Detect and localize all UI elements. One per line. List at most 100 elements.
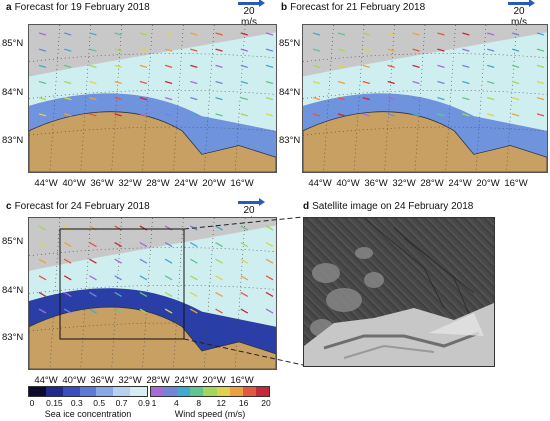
lat-label: 84°N	[2, 285, 24, 296]
wind-vector	[437, 64, 445, 68]
lon-label: 36°W	[90, 375, 114, 386]
wind-vector	[437, 113, 445, 117]
wind-vector	[139, 113, 148, 117]
ice-tick-label: 0	[29, 398, 35, 408]
wind-vector	[164, 80, 173, 85]
wind-vector	[337, 32, 346, 36]
lon-label: 40°W	[336, 178, 360, 189]
map-drawing	[29, 218, 276, 369]
ice-map-a	[28, 24, 277, 173]
wind-vector	[536, 32, 545, 36]
wind-vector	[190, 291, 198, 298]
wind-vector	[215, 258, 223, 264]
wind-vector	[240, 48, 248, 52]
wind-vector	[511, 48, 520, 52]
wind-vector	[190, 275, 198, 281]
wind-tick-label: 8	[196, 398, 202, 408]
wind-scale-a: 20 m/s	[238, 0, 265, 28]
wind-vector	[89, 32, 97, 36]
wind-vector	[511, 64, 520, 68]
wind-vector	[412, 80, 420, 85]
wind-vector	[437, 80, 445, 85]
wind-vector	[139, 32, 148, 36]
wind-vector	[139, 258, 148, 264]
wind-vector	[240, 242, 249, 248]
wind-scale-arrow-icon	[508, 0, 535, 7]
wind-vector	[190, 80, 198, 85]
lon-label: 16°W	[504, 178, 528, 189]
lon-label: 24°W	[174, 178, 198, 189]
wind-vector	[89, 291, 97, 298]
wind-vector	[38, 308, 47, 314]
lon-label: 24°W	[174, 375, 198, 386]
wind-vector	[265, 242, 274, 248]
wind-vector	[190, 64, 198, 68]
wind-vector	[215, 291, 223, 298]
wind-vector	[89, 242, 97, 248]
wind-vector	[536, 48, 545, 52]
wind-vector	[190, 242, 198, 248]
wind-vector	[265, 113, 274, 117]
wind-vector	[139, 308, 148, 314]
wind-vector	[387, 97, 395, 101]
wind-vector	[164, 291, 173, 298]
wind-vector	[337, 97, 346, 101]
wind-vector	[38, 113, 47, 117]
wind-vector	[38, 258, 47, 264]
lon-label: 44°W	[34, 375, 58, 386]
wind-vector	[114, 113, 122, 117]
wind-vector	[265, 275, 274, 281]
wind-vector	[215, 242, 223, 248]
wind-tick-label: 12	[216, 398, 226, 408]
wind-legend-title: Wind speed (m/s)	[174, 409, 246, 419]
wind-vector	[164, 242, 173, 248]
wind-vector	[412, 32, 420, 36]
wind-vector	[114, 242, 122, 248]
ice-map-c	[28, 217, 277, 370]
wind-vector	[462, 32, 470, 36]
wind-vector	[487, 32, 495, 36]
lon-label: 20°W	[476, 178, 500, 189]
wind-vector	[63, 308, 72, 314]
wind-vector	[38, 97, 47, 101]
lon-label: 44°W	[308, 178, 332, 189]
wind-vector	[362, 113, 370, 117]
wind-vector	[487, 48, 495, 52]
wind-vector	[114, 258, 122, 264]
wind-vector	[64, 80, 72, 85]
lat-label: 83°N	[2, 332, 24, 343]
wind-vector	[164, 32, 173, 36]
wind-vector	[511, 113, 520, 117]
panel-a-title: a Forecast for 19 February 2018	[6, 2, 150, 13]
wind-vector	[215, 80, 223, 85]
panel-b-title: b Forecast for 21 February 2018	[281, 2, 426, 13]
wind-vector	[114, 48, 122, 52]
wind-scale-b: 20 m/s	[508, 0, 535, 28]
wind-vector	[312, 97, 321, 101]
lon-label: 40°W	[62, 375, 86, 386]
wind-vector	[387, 48, 395, 52]
wind-vector	[462, 80, 470, 85]
wind-vector	[240, 113, 248, 117]
wind-vector	[536, 64, 545, 68]
wind-vector	[265, 291, 274, 298]
wind-vector	[487, 64, 495, 68]
wind-vector	[511, 32, 520, 36]
lon-label: 32°W	[392, 178, 416, 189]
wind-vector	[114, 291, 122, 298]
wind-vector	[312, 113, 321, 117]
wind-vector	[240, 291, 249, 298]
wind-vector	[337, 113, 346, 117]
wind-tick-label: 4	[174, 398, 179, 408]
wind-scale-arrow-icon	[238, 0, 265, 7]
lat-label: 85°N	[2, 236, 24, 247]
wind-vector	[89, 113, 97, 117]
wind-vector	[412, 113, 420, 117]
wind-vector	[412, 64, 420, 68]
wind-vector	[89, 308, 97, 314]
wind-vector	[265, 97, 274, 101]
wind-vector	[487, 113, 495, 117]
wind-vector	[215, 64, 223, 68]
wind-vector	[362, 32, 370, 36]
wind-vector	[312, 32, 321, 36]
